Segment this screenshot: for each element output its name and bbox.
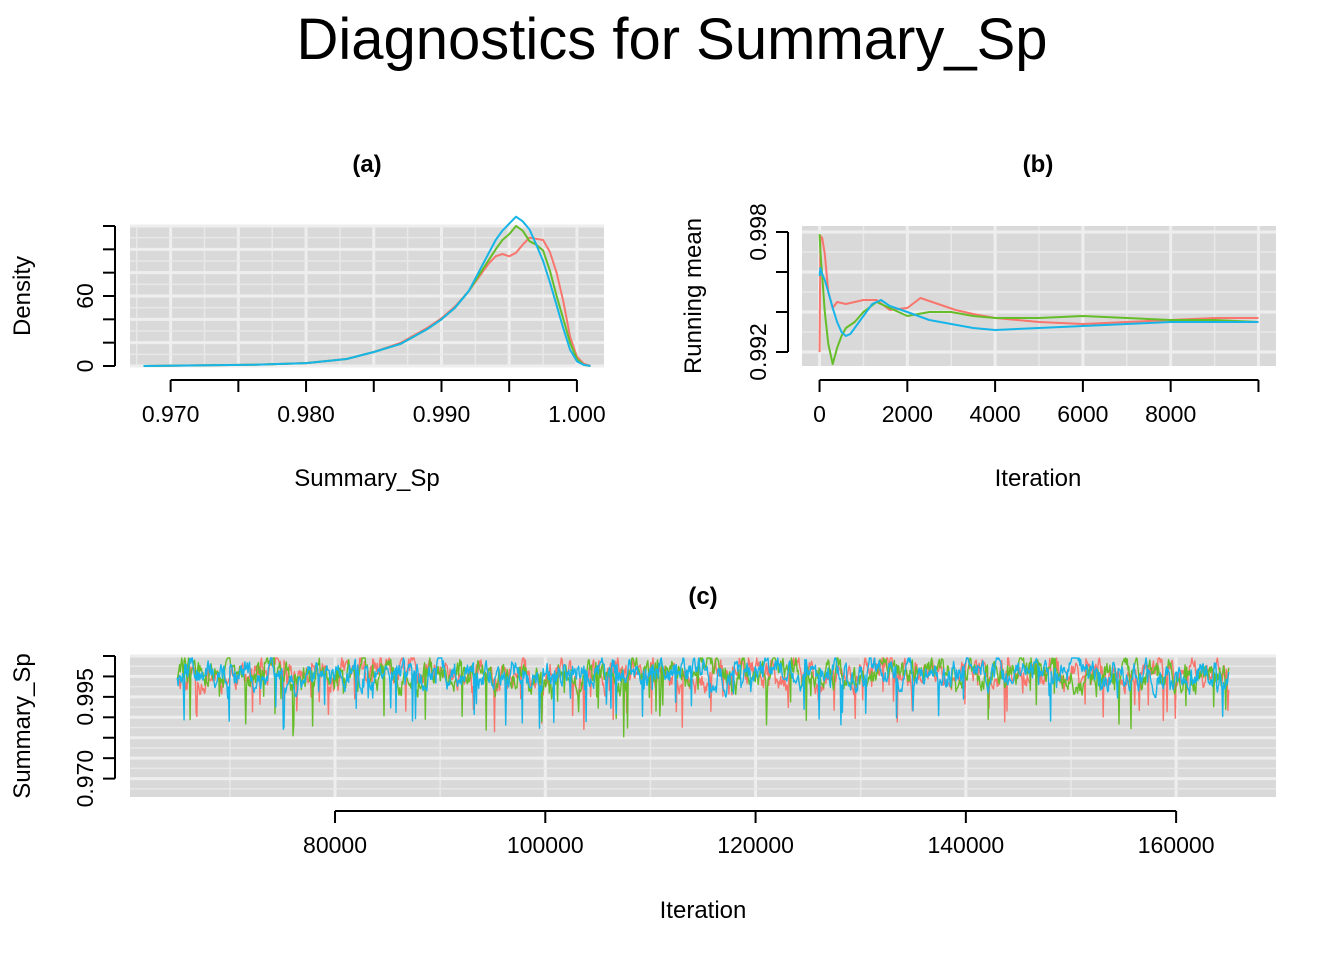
panel-b-xtick-label: 6000 <box>1057 401 1108 427</box>
panel-b-xtick-label: 2000 <box>882 401 933 427</box>
panel-c-ytick-label: 0.970 <box>72 750 98 808</box>
panel-a-xtick-label: 0.990 <box>413 401 471 427</box>
panel-c-ylabel: Summary_Sp <box>9 653 36 798</box>
panel-b-series <box>818 233 1259 365</box>
panel-c-xtick-label: 80000 <box>303 832 367 858</box>
panel-a-xlabel: Summary_Sp <box>294 465 439 492</box>
panel-c-series <box>176 657 1230 738</box>
panel-a-ylabel: Density <box>9 256 36 336</box>
panel-c-axes: 80000 100000 120000 140000 160000 0.970 0.995 <box>72 655 1215 858</box>
panel-b-ylabel: Running mean <box>680 218 707 374</box>
panel-c-xtick-label: 120000 <box>717 832 794 858</box>
panel-b-xlabel: Iteration <box>995 465 1082 492</box>
panel-c-title: (c) <box>688 583 717 610</box>
panel-c-trace-3 <box>176 657 1230 730</box>
panel-b-series-2 <box>818 233 1259 365</box>
panel-a-xtick-label: 0.970 <box>142 401 200 427</box>
panel-b-title: (b) <box>1023 151 1054 178</box>
panel-a-xtick-label: 0.980 <box>277 401 335 427</box>
panel-b-xtick-label: 0 <box>813 401 826 427</box>
panel-a-grid <box>130 224 604 368</box>
panel-a-ytick-label: 0 <box>72 360 98 373</box>
panel-c-xlabel: Iteration <box>660 897 747 924</box>
panel-b-series-3 <box>818 267 1259 337</box>
panel-b-xtick-label: 4000 <box>970 401 1021 427</box>
panel-a-series-3 <box>143 215 591 367</box>
panel-b-xtick-label: 8000 <box>1145 401 1196 427</box>
panel-b-axes: 0 2000 4000 6000 8000 0.992 0.998 <box>745 203 1260 427</box>
panel-c-xtick-label: 140000 <box>927 832 1004 858</box>
panel-c-xtick-label: 100000 <box>507 832 584 858</box>
panel-c-xtick-label: 160000 <box>1138 832 1215 858</box>
figure-title: Diagnostics for Summary_Sp <box>296 7 1047 72</box>
panel-b-running-mean: 0 2000 4000 6000 8000 0.992 0.998 (b) Iteratio… <box>680 151 1276 492</box>
panel-a-axes: 0.970 0.980 0.990 1.000 0 60 <box>72 225 606 427</box>
panel-a-title: (a) <box>352 151 381 178</box>
panel-a-series <box>143 215 591 367</box>
panel-c-ytick-label: 0.995 <box>72 668 98 726</box>
panel-a-density: 0.970 0.980 0.990 1.000 0 60 (a) Summary_Sp D… <box>9 151 606 492</box>
panel-a-ytick-label: 60 <box>72 283 98 309</box>
panel-b-ytick-label: 0.998 <box>745 203 771 261</box>
panel-b-grid <box>802 226 1276 366</box>
panel-a-xtick-label: 1.000 <box>548 401 606 427</box>
panel-c-trace: 80000 100000 120000 140000 1600000.9700.995 … <box>9 583 1276 924</box>
panel-b-ytick-label: 0.992 <box>745 323 771 381</box>
